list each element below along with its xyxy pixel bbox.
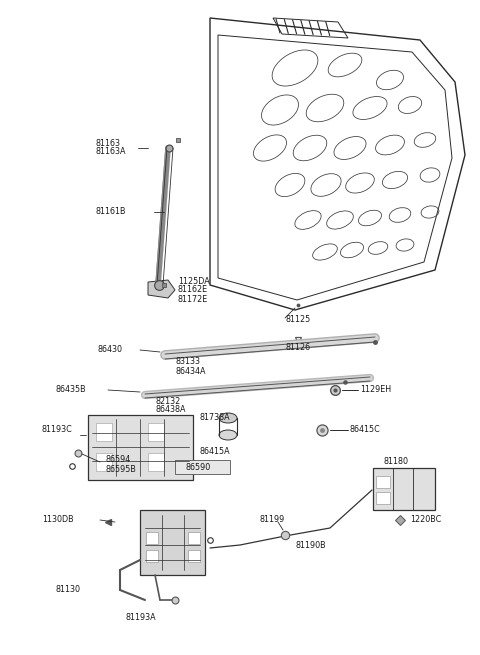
Bar	[148, 423, 164, 441]
Text: 81125: 81125	[285, 316, 310, 324]
Text: 81190B: 81190B	[295, 540, 325, 550]
Bar	[188, 550, 200, 562]
Bar	[376, 476, 390, 488]
Text: 86594: 86594	[105, 455, 130, 464]
Text: 1130DB: 1130DB	[42, 515, 73, 525]
Text: 81162E: 81162E	[178, 286, 208, 295]
Text: 86590: 86590	[185, 464, 210, 472]
Bar	[146, 532, 158, 544]
Bar	[376, 492, 390, 504]
Polygon shape	[148, 280, 175, 298]
Text: 81126: 81126	[285, 343, 310, 352]
Text: 81163: 81163	[95, 138, 120, 147]
Text: 1129EH: 1129EH	[360, 386, 391, 394]
Text: 81199: 81199	[260, 515, 285, 525]
FancyBboxPatch shape	[88, 415, 193, 480]
Bar	[148, 453, 164, 471]
Bar	[96, 423, 112, 441]
Text: 81738A: 81738A	[200, 413, 230, 422]
Text: 81163A: 81163A	[95, 147, 125, 157]
Text: 86415C: 86415C	[350, 426, 381, 434]
Text: 86415A: 86415A	[200, 447, 230, 457]
Text: 1220BC: 1220BC	[410, 515, 441, 525]
Bar	[96, 453, 112, 471]
Text: 86434A: 86434A	[175, 367, 205, 375]
Text: 81130: 81130	[55, 586, 80, 595]
Ellipse shape	[219, 430, 237, 440]
Text: 81172E: 81172E	[178, 295, 208, 303]
Text: 81161B: 81161B	[95, 208, 125, 217]
Text: 86435B: 86435B	[55, 386, 85, 394]
Bar	[188, 532, 200, 544]
Text: 83133: 83133	[175, 358, 200, 367]
Text: 86438A: 86438A	[155, 405, 185, 415]
Text: 81193A: 81193A	[125, 614, 156, 622]
Text: 86430: 86430	[97, 345, 122, 354]
Bar	[146, 550, 158, 562]
Text: 81180: 81180	[383, 457, 408, 466]
FancyBboxPatch shape	[373, 468, 435, 510]
Ellipse shape	[219, 413, 237, 423]
Text: 86595B: 86595B	[105, 466, 136, 474]
Text: 1125DA: 1125DA	[178, 276, 210, 286]
Text: 81193C: 81193C	[42, 426, 73, 434]
Bar	[175, 460, 230, 474]
Text: 82132: 82132	[155, 396, 180, 405]
FancyBboxPatch shape	[140, 510, 205, 575]
